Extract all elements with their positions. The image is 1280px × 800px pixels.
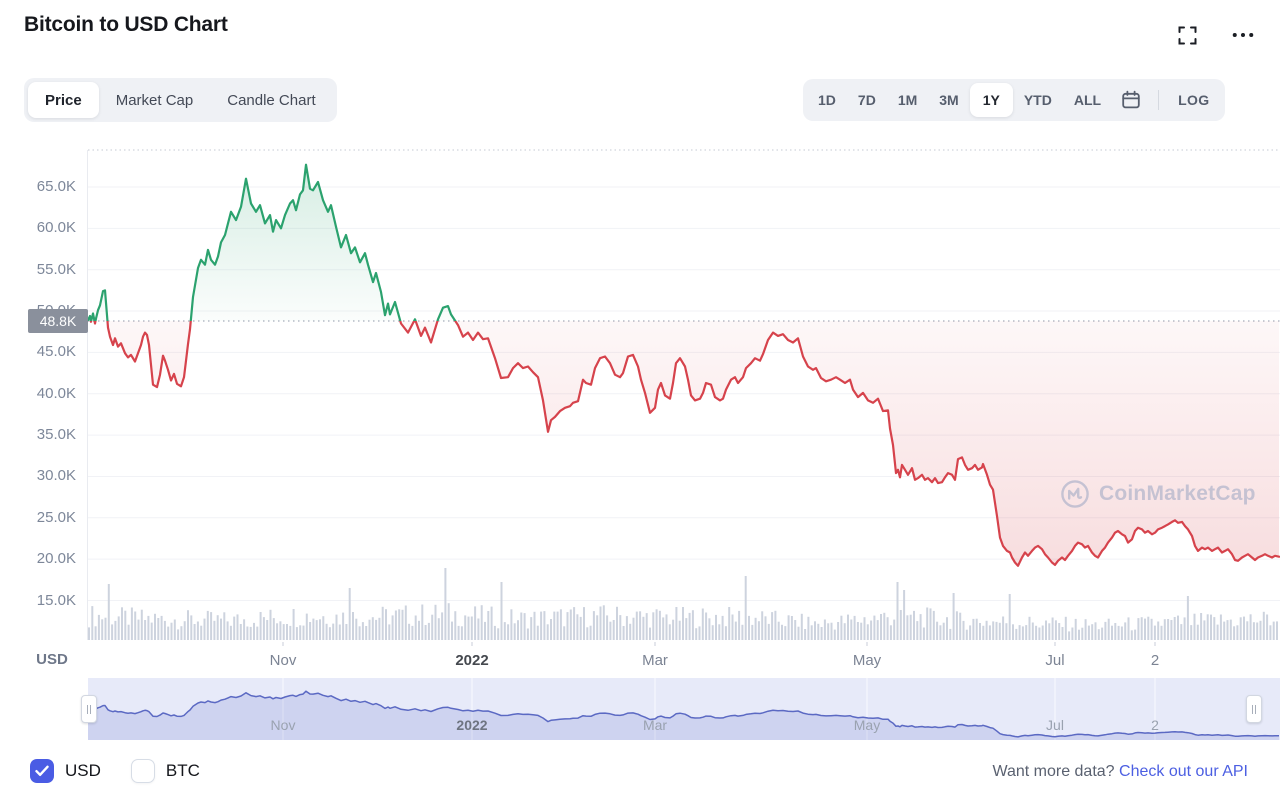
x-axis-label: 2022 xyxy=(455,652,489,669)
y-axis-label: 65.0K xyxy=(36,178,76,195)
navigator-axis-label: 2 xyxy=(1151,717,1159,733)
x-axis-label: Nov xyxy=(269,652,297,669)
y-axis-label: 60.0K xyxy=(36,219,76,237)
x-axis-label: May xyxy=(852,652,882,669)
usd-toggle[interactable]: USD xyxy=(30,759,101,783)
y-axis-label: 25.0K xyxy=(36,508,76,526)
chart-type-tabs: Price Market Cap Candle Chart xyxy=(24,78,337,122)
time-range-selector: 1D 7D 1M 3M 1Y YTD ALL LOG xyxy=(803,79,1225,121)
log-scale-toggle[interactable]: LOG xyxy=(1178,92,1210,108)
tab-market-cap[interactable]: Market Cap xyxy=(115,91,194,109)
check-icon xyxy=(35,765,49,776)
range-1m[interactable]: 1M xyxy=(897,92,918,108)
range-1d[interactable]: 1D xyxy=(818,92,836,108)
fullscreen-icon xyxy=(1178,26,1196,44)
navigator-axis-label: Nov xyxy=(270,717,296,733)
range-3m[interactable]: 3M xyxy=(939,92,959,108)
btc-label: BTC xyxy=(165,761,200,780)
page-title: Bitcoin to USD Chart xyxy=(24,13,228,36)
axis-unit-label: USD xyxy=(36,651,68,668)
fullscreen-button[interactable] xyxy=(1176,24,1198,46)
range-7d[interactable]: 7D xyxy=(857,92,876,108)
navigator-axis-label: Jul xyxy=(1046,717,1064,733)
y-axis-label: 20.0K xyxy=(36,550,76,568)
y-axis-label: 45.0K xyxy=(36,343,76,361)
price-chart-canvas[interactable] xyxy=(0,140,1280,646)
x-axis-label: 2 xyxy=(1150,652,1160,669)
toolbar-divider xyxy=(1158,90,1160,110)
y-axis-label: 30.0K xyxy=(36,467,76,485)
y-axis-label: 15.0K xyxy=(36,591,76,609)
usd-label: USD xyxy=(65,761,101,780)
y-axis-label: 40.0K xyxy=(36,384,76,402)
more-menu-button[interactable] xyxy=(1232,24,1254,46)
tab-price[interactable]: Price xyxy=(28,82,99,118)
navigator-left-handle[interactable] xyxy=(81,695,97,723)
btc-toggle[interactable]: BTC xyxy=(130,759,200,783)
range-1y[interactable]: 1Y xyxy=(969,83,1013,117)
api-prompt: Want more data? xyxy=(992,763,1115,780)
api-link[interactable]: Check out our API xyxy=(1119,763,1248,780)
range-ytd[interactable]: YTD xyxy=(1023,92,1052,108)
x-axis-label: Mar xyxy=(642,652,668,669)
ellipsis-icon xyxy=(1232,32,1254,38)
navigator-axis-label: May xyxy=(853,717,881,733)
usd-checkbox[interactable] xyxy=(30,759,54,783)
navigator-right-handle[interactable] xyxy=(1246,695,1262,723)
navigator-axis-label: Mar xyxy=(642,717,668,733)
calendar-icon xyxy=(1122,90,1140,109)
range-all[interactable]: ALL xyxy=(1073,92,1102,108)
calendar-button[interactable] xyxy=(1112,83,1150,117)
y-axis-label: 55.0K xyxy=(36,260,76,278)
threshold-price-badge: 48.8K xyxy=(28,308,88,333)
chart-navigator[interactable] xyxy=(0,678,1280,740)
btc-checkbox[interactable] xyxy=(130,759,155,783)
tab-candle-chart[interactable]: Candle Chart xyxy=(227,91,316,109)
currency-legend: USD BTC xyxy=(30,759,200,783)
x-axis-label: Jul xyxy=(1045,652,1065,669)
navigator-axis-label: 2022 xyxy=(456,717,488,733)
y-axis-label: 35.0K xyxy=(36,426,76,444)
